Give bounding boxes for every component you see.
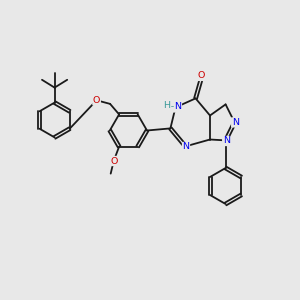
Text: O: O [93, 96, 100, 105]
Text: N: N [232, 118, 239, 127]
Text: O: O [110, 157, 117, 166]
Text: N: N [182, 142, 190, 152]
Text: H: H [168, 103, 175, 112]
Text: H: H [164, 100, 171, 109]
Text: O: O [198, 71, 205, 80]
Text: N: N [174, 102, 182, 111]
Text: N: N [223, 136, 230, 146]
